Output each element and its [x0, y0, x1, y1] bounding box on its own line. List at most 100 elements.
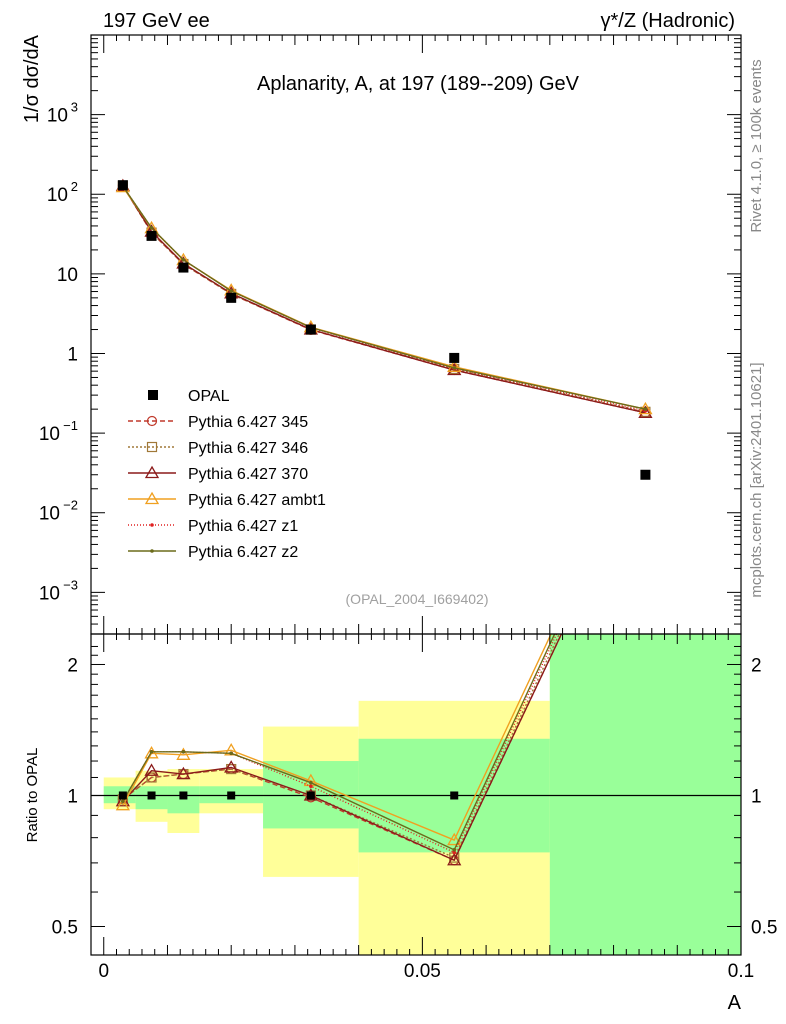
main-watermark: (OPAL_2004_I669402)	[346, 591, 489, 607]
ratio-y-axis-label: Ratio to OPAL	[24, 748, 41, 843]
ratio-series-4-point	[644, 443, 648, 447]
main-y-tick-exponent: −1	[63, 418, 78, 433]
ratio-data-point	[450, 791, 459, 800]
main-series-2-point	[638, 405, 653, 418]
ratio-series-5-point	[309, 780, 313, 785]
main-y-tick-exponent: 3	[71, 100, 78, 115]
ratio-series-5-point	[149, 750, 154, 754]
main-y-axis-label: 1/σ dσ/dA	[21, 34, 43, 123]
ratio-series-2-point	[144, 763, 159, 776]
legend: OPAL Pythia 6.427 345 Pythia 6.427 346 Pyth…	[128, 388, 326, 561]
x-tick-label: 0.05	[404, 961, 441, 982]
ratio-series-5-point	[229, 751, 233, 756]
opal-data-point	[640, 469, 651, 480]
main-series-5-line	[122, 185, 646, 410]
legend-marker	[146, 415, 158, 427]
ratio-band-green	[167, 786, 200, 814]
legend-label: OPAL	[188, 388, 230, 405]
ratio-series-5-point	[644, 437, 648, 441]
main-series-5-point	[149, 226, 154, 230]
legend-marker	[146, 441, 158, 453]
legend-marker	[144, 491, 160, 505]
ratio-data-point	[179, 791, 188, 800]
main-y-tick-exponent: 2	[71, 179, 78, 194]
ratio-data-point	[227, 791, 236, 800]
legend-label: Pythia 6.427 ambt1	[188, 492, 326, 509]
ratio-series-5-point	[452, 848, 457, 852]
opal-data-point	[178, 262, 189, 273]
ratio-y-tick-label: 1	[67, 786, 78, 807]
main-y-tick-exponent: −2	[63, 498, 78, 513]
ratio-series-3-point	[115, 797, 130, 811]
legend-marker	[150, 549, 154, 553]
ratio-series-1-point	[146, 772, 157, 783]
ratio-series-3-point	[176, 747, 191, 760]
ratio-series-3-point	[639, 427, 651, 438]
opal-data-point	[305, 324, 316, 335]
ratio-data-point	[306, 791, 315, 800]
legend-label: Pythia 6.427 z1	[188, 518, 298, 535]
x-tick-label: 0	[98, 961, 109, 982]
main-series-5-point	[643, 407, 648, 411]
main-series-5-point	[229, 289, 233, 293]
rivet-label: Rivet 4.1.0, ≥ 100k events	[748, 59, 765, 232]
ratio-y-tick-label-right: 1	[751, 786, 762, 807]
main-series-3-point	[447, 359, 462, 372]
ratio-series-4-point	[452, 850, 457, 855]
main-series-1-line	[122, 185, 646, 413]
main-y-tick-label: 10	[47, 185, 68, 206]
main-y-tick-exponent: −3	[63, 577, 78, 592]
mcplots-label: mcplots.cern.ch [arXiv:2401.10621]	[748, 362, 765, 597]
ratio-series-1-line	[122, 634, 561, 859]
ratio-series-group	[115, 427, 651, 866]
legend-marker	[144, 465, 160, 479]
main-series-3-line	[122, 186, 646, 410]
ratio-series-2-point	[224, 760, 239, 773]
legend-opal-marker	[148, 390, 158, 400]
opal-data-point	[117, 180, 128, 191]
opal-data-point	[226, 292, 237, 303]
main-y-tick-label: 10	[47, 106, 68, 127]
main-y-tick-label: 1	[67, 344, 78, 365]
main-series-5-point	[181, 258, 186, 262]
ratio-band-green	[549, 634, 741, 955]
ratio-series-1-point	[641, 446, 650, 455]
main-title: Aplanarity, A, at 197 (189--209) GeV	[257, 73, 580, 95]
ratio-series-5-point	[121, 799, 125, 804]
ratio-data-point	[147, 791, 156, 800]
opal-data-point	[449, 352, 460, 363]
ratio-y-tick-label-right: 2	[751, 655, 762, 676]
ratio-y-tick-label: 0.5	[52, 917, 78, 938]
main-y-tick-label: 10	[57, 265, 78, 286]
ratio-series-5-point	[181, 750, 186, 754]
ratio-series-4-point	[309, 784, 313, 789]
legend-marker	[150, 523, 154, 527]
ratio-frame	[90, 633, 742, 956]
main-series-2-line	[122, 185, 646, 414]
main-series-0-line	[122, 185, 646, 414]
header-left: 197 GeV ee	[103, 10, 210, 32]
ratio-data-point	[118, 791, 127, 800]
ratio-y-tick-label: 2	[67, 655, 78, 676]
ratio-series-0-point	[641, 452, 650, 461]
legend-label: Pythia 6.427 345	[188, 414, 308, 431]
main-y-tick-label: 10	[39, 583, 60, 604]
header-right: γ*/Z (Hadronic)	[601, 10, 735, 32]
main-series-4-line	[122, 185, 646, 412]
x-tick-label: 0.1	[728, 961, 754, 982]
legend-label: Pythia 6.427 z2	[188, 544, 298, 561]
main-series-2-point	[447, 362, 462, 376]
opal-data-point	[146, 230, 157, 241]
main-y-tick-label: 10	[39, 504, 60, 525]
ratio-series-2-point	[447, 852, 462, 866]
x-axis-label: A	[728, 992, 742, 1014]
ratio-series-2-line	[122, 634, 563, 862]
ratio-series-3-point	[144, 746, 159, 759]
main-y-tick-label: 10	[39, 424, 60, 445]
ratio-series-2-point	[639, 451, 651, 462]
ratio-y-tick-label-right: 0.5	[751, 917, 777, 938]
ratio-series-2-point	[176, 766, 191, 780]
main-series-5-point	[452, 366, 457, 370]
ratio-series-3-point	[447, 832, 462, 846]
